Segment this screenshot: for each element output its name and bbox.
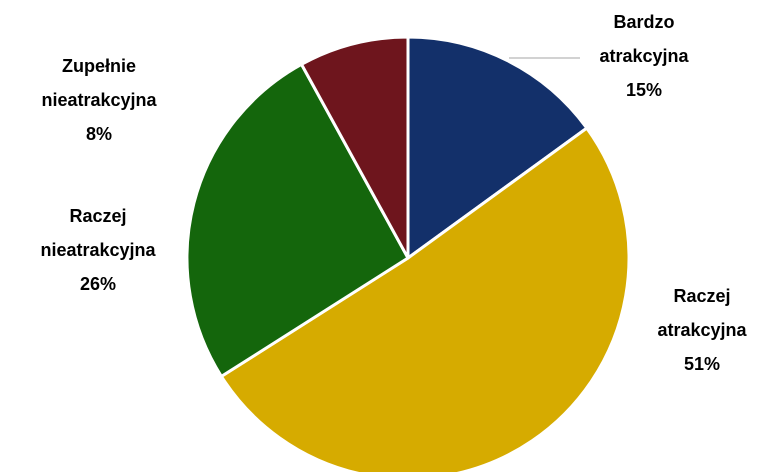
pie-slices xyxy=(185,35,631,472)
label-raczej-atrakcyjna-line1: Raczej xyxy=(673,286,730,306)
label-raczej-nieatrakcyjna-value: 26% xyxy=(80,274,116,294)
label-raczej-atrakcyjna-value: 51% xyxy=(684,354,720,374)
label-raczej-atrakcyjna-line2: atrakcyjna xyxy=(657,320,747,340)
label-raczej-nieatrakcyjna-line2: nieatrakcyjna xyxy=(40,240,156,260)
slice-labels: Bardzo atrakcyjna 15% Raczej atrakcyjna … xyxy=(40,12,747,374)
label-zupelnie-value: 8% xyxy=(86,124,112,144)
slice-zupelnie-nieatrakcyjna xyxy=(300,35,410,260)
label-bardzo-line2: atrakcyjna xyxy=(599,46,689,66)
slice-raczej-nieatrakcyjna xyxy=(185,62,410,378)
label-zupelnie-line1: Zupełnie xyxy=(62,56,136,76)
slice-raczej-atrakcyjna xyxy=(219,126,631,472)
label-bardzo-line1: Bardzo xyxy=(613,12,674,32)
label-raczej-nieatrakcyjna-line1: Raczej xyxy=(69,206,126,226)
label-zupelnie-line2: nieatrakcyjna xyxy=(41,90,157,110)
label-bardzo-value: 15% xyxy=(626,80,662,100)
slice-bardzo-atrakcyjna xyxy=(406,35,589,260)
